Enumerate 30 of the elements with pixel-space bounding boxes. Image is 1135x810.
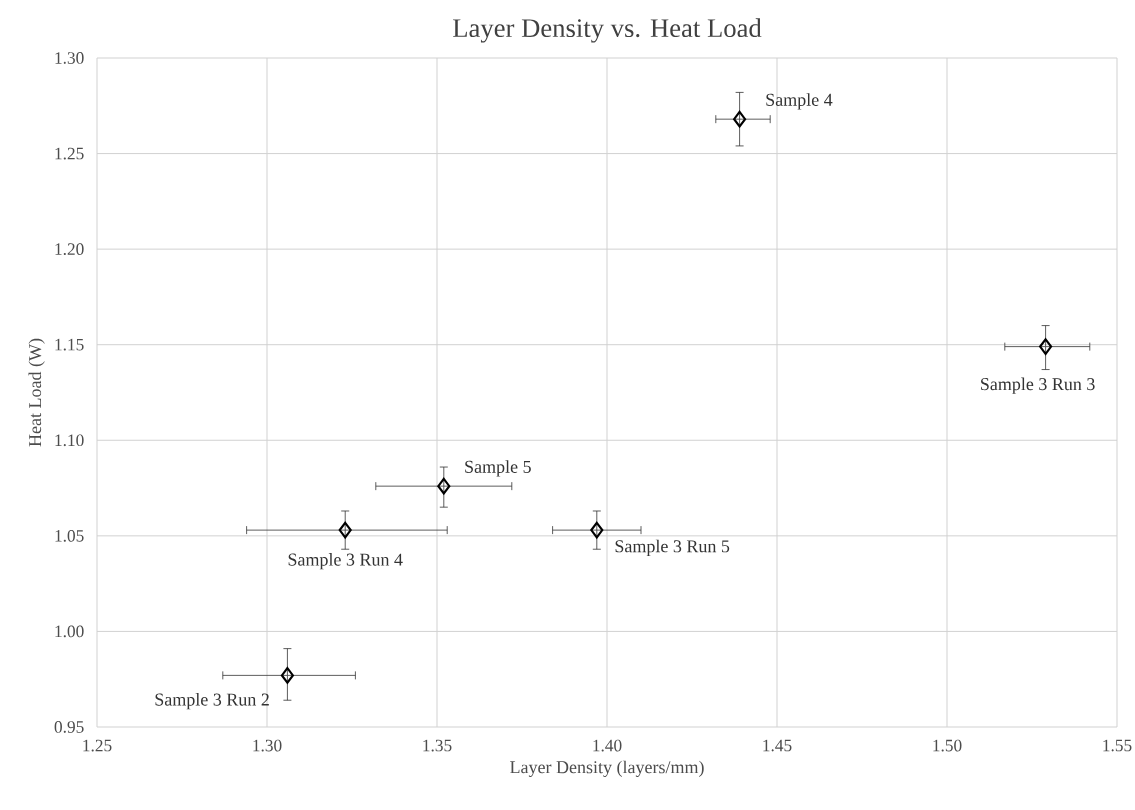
annotation: Sample 3 Run 4: [288, 553, 403, 570]
point: [280, 666, 294, 684]
point: [437, 477, 451, 495]
y-tick-label: 1.20: [55, 243, 84, 256]
annotation: Sample 5: [465, 460, 531, 477]
y-tick-label: 1.30: [55, 52, 84, 64]
annotation: Sample 3 Run 2: [155, 692, 269, 710]
annotation: Sample 4: [766, 93, 833, 110]
y-tick-label: 1.05: [55, 529, 84, 542]
x-tick-label: 1.30: [253, 739, 282, 752]
x-tick-label: 1.50: [933, 739, 962, 752]
x-tick-label: 1.40: [593, 739, 622, 752]
point: [590, 521, 604, 539]
x-tick-label: 1.45: [763, 739, 792, 752]
x-axis-title: Layer Density (layers/mm): [510, 760, 704, 777]
x-tick-label: 1.55: [1103, 739, 1132, 752]
point: [1039, 338, 1053, 356]
y-tick-label: 1.25: [55, 147, 84, 160]
point: [338, 521, 352, 539]
chart-title: Layer Density vs. Heat Load: [453, 18, 762, 43]
annotation: Sample 3 Run 3: [981, 377, 1095, 394]
annotation: Sample 3 Run 5: [615, 539, 730, 557]
y-axis-title: Heat Load (W): [28, 338, 45, 447]
y-tick-label: 0.95: [54, 721, 84, 733]
x-tick-label: 1.25: [83, 739, 112, 752]
y-tick-label: 1.15: [55, 338, 84, 351]
y-tick-label: 1.10: [55, 434, 84, 447]
x-tick-label: 1.35: [423, 739, 452, 752]
point: [733, 110, 747, 128]
y-tick-label: 1.00: [55, 625, 84, 638]
